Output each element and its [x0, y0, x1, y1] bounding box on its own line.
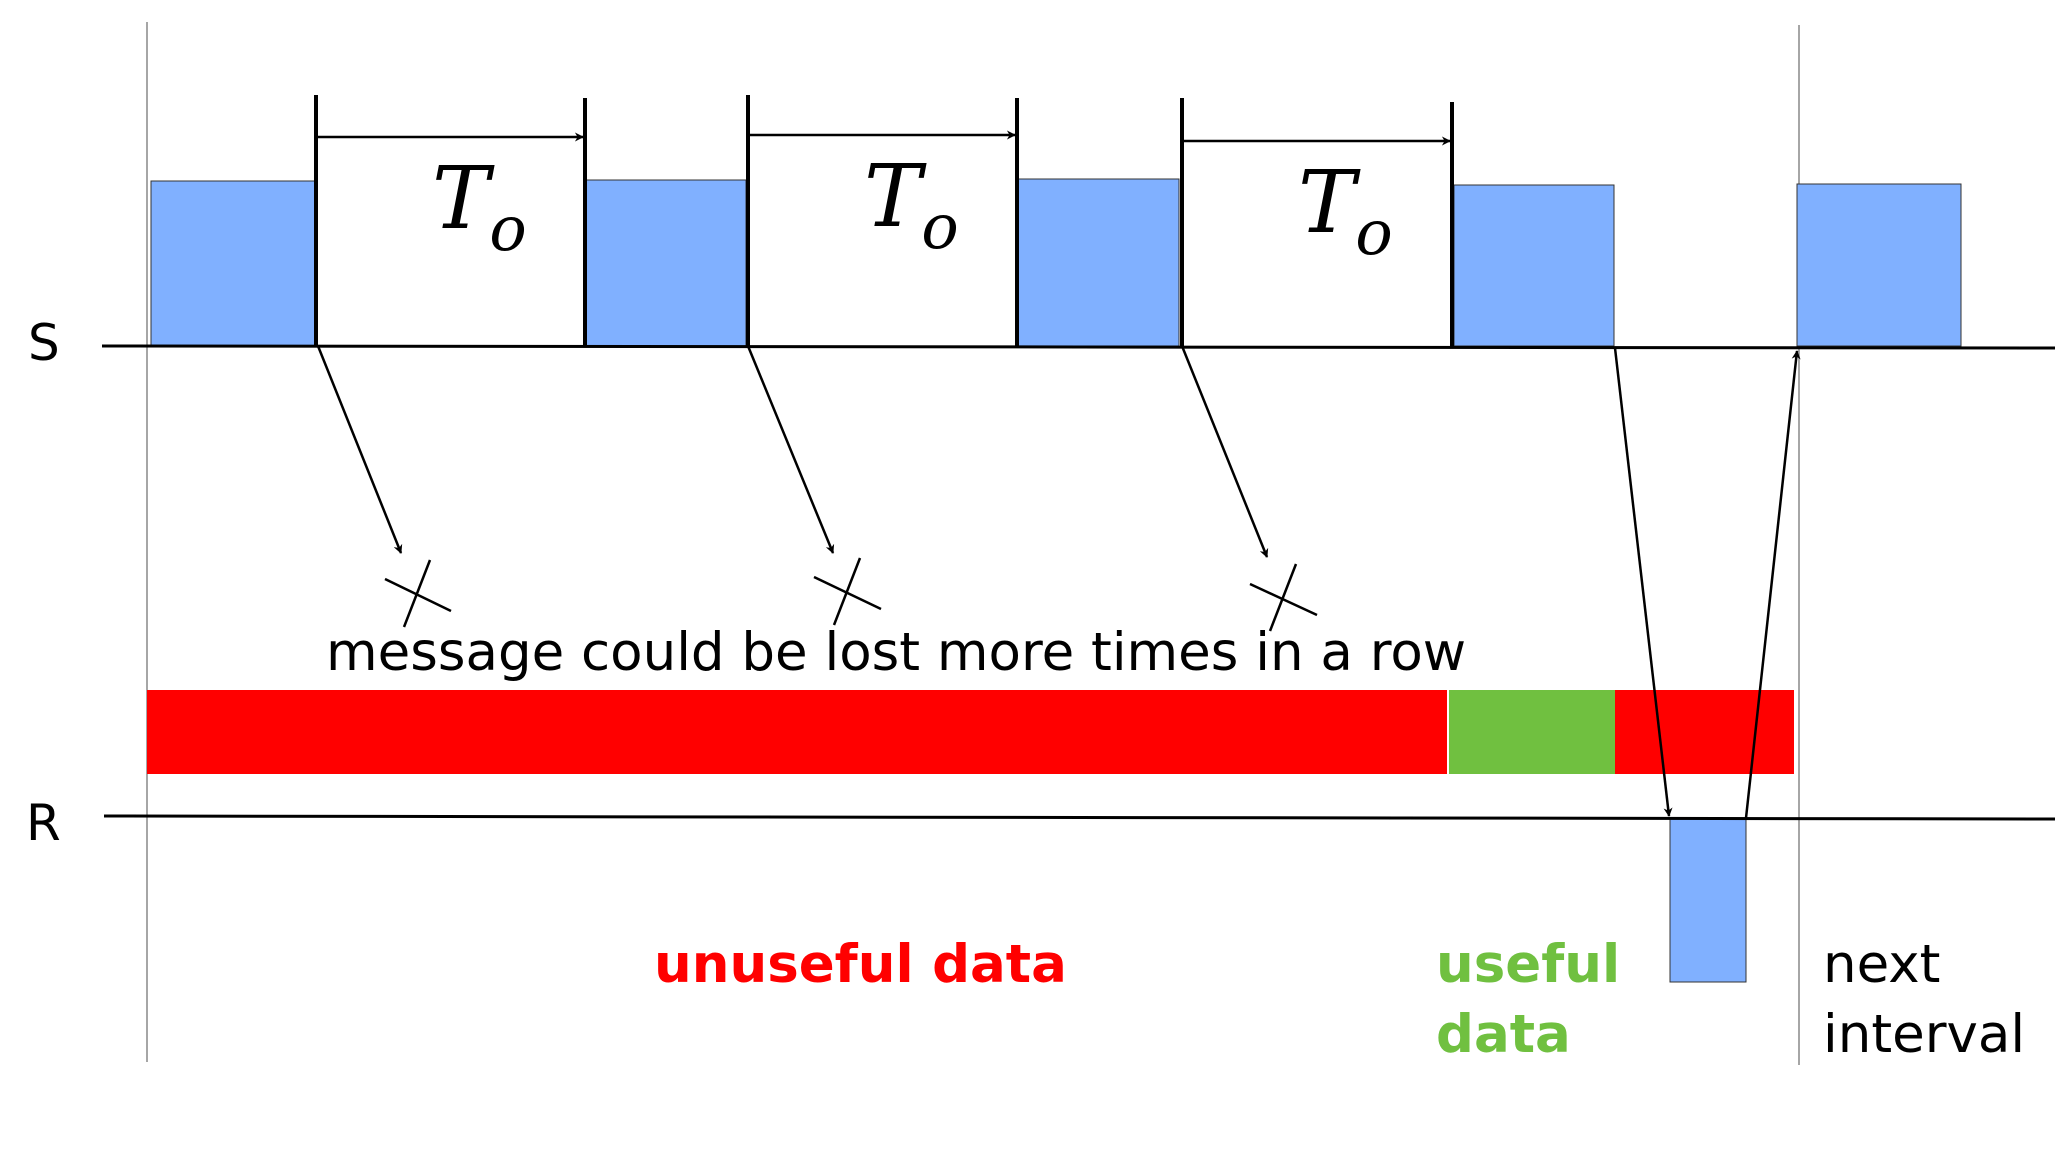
unuseful-data-bar-tail — [1615, 690, 1794, 774]
receiver-timeline — [103, 814, 2056, 821]
sender-packet-1 — [150, 180, 316, 347]
loss-cross-3 — [1249, 563, 1318, 632]
loss-cross-1 — [384, 559, 452, 628]
timeout-label-3: To — [1298, 153, 1393, 269]
sender-label: S — [28, 314, 60, 372]
reply-message-arrow — [1744, 350, 1801, 819]
useful-data-bar — [1449, 690, 1615, 774]
sender-packet-2 — [585, 179, 747, 347]
receiver-label: R — [26, 794, 61, 852]
unuseful-data-label: unuseful data — [654, 934, 1067, 995]
next-interval-label: next interval — [1823, 934, 2025, 1065]
loss-note: message could be lost more times in a ro… — [326, 622, 1466, 683]
timeout-ticks — [314, 95, 1454, 346]
delivered-message-arrow — [1613, 347, 1673, 817]
lost-message-arrow-3 — [1180, 345, 1269, 558]
sender-packet-3 — [1016, 178, 1180, 347]
sender-timeline — [101, 344, 2056, 350]
useful-data-label: useful data — [1436, 934, 1639, 1065]
unuseful-data-bar — [147, 690, 1447, 774]
timeout-label-1: To — [432, 149, 527, 265]
lost-message-arrow-1 — [316, 345, 403, 554]
lost-message-arrow-2 — [746, 345, 835, 554]
timeout-label-2: To — [864, 147, 959, 263]
loss-cross-2 — [813, 557, 882, 626]
sender-packet-next — [1796, 183, 1962, 347]
receiver-packet — [1669, 817, 1747, 983]
sender-packet-4 — [1453, 184, 1615, 347]
